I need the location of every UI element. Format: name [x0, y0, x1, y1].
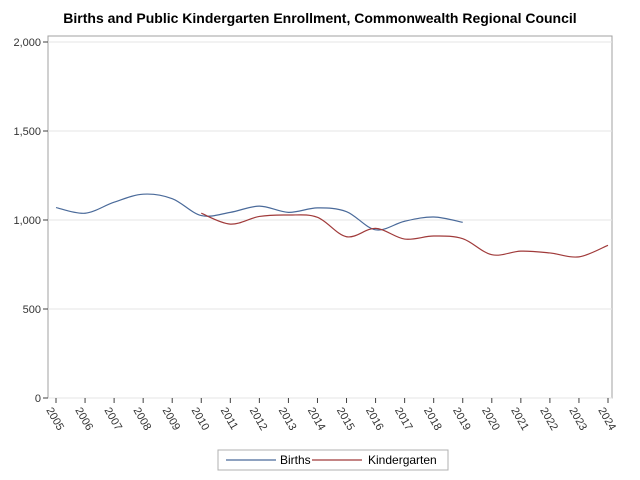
- x-tick-label: 2023: [566, 406, 589, 433]
- x-tick-label: 2012: [247, 406, 270, 433]
- x-tick-label: 2015: [334, 406, 357, 433]
- x-tick-label: 2011: [218, 406, 240, 432]
- x-tick-label: 2017: [392, 406, 415, 433]
- x-tick-label: 2008: [131, 406, 154, 433]
- y-tick-label: 500: [23, 304, 41, 316]
- chart-title: Births and Public Kindergarten Enrollmen…: [63, 10, 577, 26]
- y-tick-label: 2,000: [13, 37, 41, 49]
- x-tick-label: 2018: [421, 406, 444, 433]
- x-tick-label: 2024: [595, 406, 618, 433]
- series-line-births: [55, 193, 463, 231]
- x-tick-label: 2010: [189, 406, 212, 433]
- y-tick-label: 1,500: [13, 126, 41, 138]
- x-tick-label: 2016: [363, 406, 386, 433]
- legend-label-births: Births: [280, 453, 311, 467]
- x-tick-label: 2014: [305, 406, 328, 433]
- x-tick-label: 2021: [508, 406, 531, 433]
- plot-frame: [47, 35, 613, 399]
- x-tick-label: 2020: [479, 406, 502, 433]
- x-tick-label: 2009: [160, 406, 183, 433]
- x-tick-label: 2013: [276, 406, 299, 433]
- legend-label-kindergarten: Kindergarten: [368, 453, 437, 467]
- y-tick-label: 0: [35, 393, 41, 405]
- y-tick-label: 1,000: [13, 215, 41, 227]
- x-tick-label: 2019: [450, 406, 473, 433]
- series-line-kindergarten: [201, 212, 609, 258]
- x-tick-label: 2007: [102, 406, 125, 433]
- x-tick-label: 2005: [43, 406, 66, 433]
- x-tick-label: 2006: [72, 406, 95, 433]
- x-tick-label: 2022: [537, 406, 560, 433]
